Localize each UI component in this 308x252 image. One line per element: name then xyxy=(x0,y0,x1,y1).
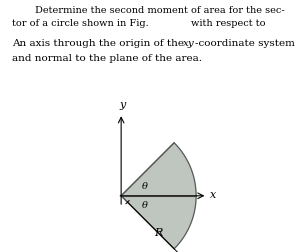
Text: -coordinate system: -coordinate system xyxy=(195,39,295,48)
Text: x: x xyxy=(209,190,216,200)
Polygon shape xyxy=(121,143,196,249)
Text: xy: xy xyxy=(183,39,195,48)
Text: θ: θ xyxy=(142,181,148,191)
Text: θ: θ xyxy=(142,201,148,210)
Text: An axis through the origin of the: An axis through the origin of the xyxy=(12,39,188,48)
Text: R: R xyxy=(155,228,163,238)
Text: with respect to: with respect to xyxy=(191,19,265,28)
Text: Determine the second moment of area for the sec-: Determine the second moment of area for … xyxy=(35,6,285,15)
Text: and normal to the plane of the area.: and normal to the plane of the area. xyxy=(12,54,202,63)
Text: y: y xyxy=(120,100,126,110)
Text: tor of a circle shown in Fig.: tor of a circle shown in Fig. xyxy=(12,19,149,28)
